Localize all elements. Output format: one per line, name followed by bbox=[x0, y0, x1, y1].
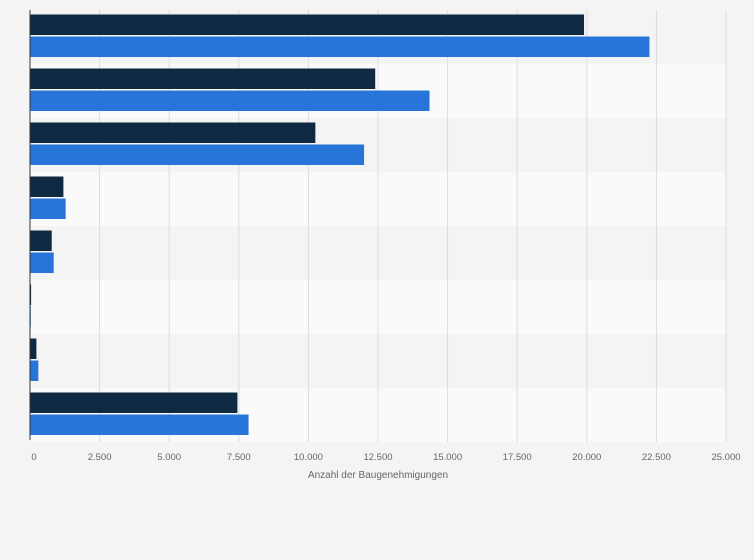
bar-series-2 bbox=[30, 198, 66, 219]
x-axis-title: Anzahl der Baugenehmigungen bbox=[308, 470, 448, 481]
bar-series-2 bbox=[30, 414, 249, 435]
bars bbox=[30, 14, 650, 435]
x-tick-label: 10.000 bbox=[294, 452, 323, 463]
x-tick-labels: 0 2.500 5.000 7.500 10.000 12.500 15.000 17.500… bbox=[31, 452, 740, 463]
bar-series-1 bbox=[30, 392, 238, 413]
bar-series-1 bbox=[30, 230, 52, 251]
bar-series-1 bbox=[30, 176, 64, 197]
x-tick-label: 7.500 bbox=[227, 452, 251, 463]
x-tick-label: 2.500 bbox=[88, 452, 112, 463]
bar-series-1 bbox=[30, 122, 316, 143]
bar-series-2 bbox=[30, 36, 650, 57]
x-tick-label: 12.500 bbox=[363, 452, 392, 463]
x-tick-label: 20.000 bbox=[572, 452, 601, 463]
bar-series-2 bbox=[30, 360, 39, 381]
x-tick-label: 5.000 bbox=[157, 452, 181, 463]
x-tick-label: 15.000 bbox=[433, 452, 462, 463]
bar-series-1 bbox=[30, 14, 585, 35]
x-tick-label: 0 bbox=[31, 452, 36, 463]
bar-series-1 bbox=[30, 338, 37, 359]
x-tick-label: 17.500 bbox=[503, 452, 532, 463]
bar-series-1 bbox=[30, 68, 376, 89]
bar-series-2 bbox=[30, 144, 365, 165]
x-tick-label: 22.500 bbox=[642, 452, 671, 463]
x-tick-label: 25.000 bbox=[711, 452, 740, 463]
bar-series-2 bbox=[30, 252, 54, 273]
bar-series-1 bbox=[30, 284, 32, 305]
bar-series-2 bbox=[30, 90, 430, 111]
